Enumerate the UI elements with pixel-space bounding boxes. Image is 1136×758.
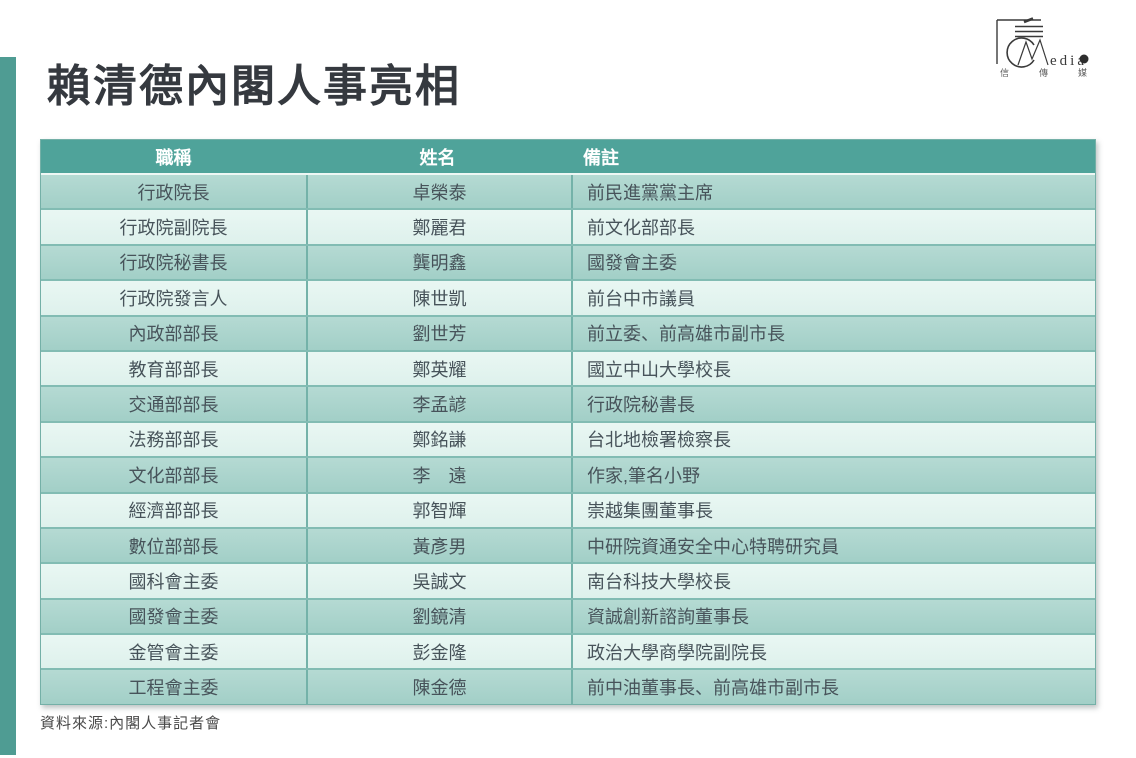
cmmedia-logo-icon: edia 信傳媒 [988,12,1120,78]
cell-name: 鄭麗君 [308,210,573,244]
cell-note: 中研院資通安全中心特聘研究員 [587,536,839,557]
table-row: 行政院發言人 陳世凱 前台中市議員 [41,279,1095,315]
cell-name: 郭智輝 [308,493,573,527]
cell-position: 教育部部長 [41,351,308,386]
cell-name: 鄭英耀 [308,351,573,386]
table-row: 經濟部部長 郭智輝 崇越集團董事長 [41,491,1095,527]
cell-note: 國發會主委 [587,253,677,274]
source-note: 資料來源:內閣人事記者會 [40,715,222,732]
logo-wordmark-text: edia [1050,53,1087,69]
column-header-name: 姓名 [419,147,456,168]
page-title: 賴清德內閣人事亮相 [47,62,461,111]
cell-note: 前立委、前高雄市副市長 [587,324,785,345]
cell-position: 經濟部部長 [41,493,308,527]
table-body: 行政院長 卓榮泰 前民進黨黨主席 行政院副院長 鄭麗君 前文化部部長 行政院秘書… [41,173,1095,704]
cell-name: 彭金隆 [308,635,573,669]
cell-position: 金管會主委 [41,635,308,669]
cell-position: 文化部部長 [41,458,308,492]
table-row: 金管會主委 彭金隆 政治大學商學院副院長 [41,633,1095,669]
table-row: 行政院秘書長 龔明鑫 國發會主委 [41,243,1095,280]
cell-name: 劉鏡清 [308,599,573,634]
cell-note: 前文化部部長 [587,218,695,239]
table-row: 內政部部長 劉世芳 前立委、前高雄市副市長 [41,314,1095,350]
cell-note: 作家,筆名小野 [587,465,701,486]
cell-name: 黃彥男 [308,528,573,563]
cell-note: 前中油董事長、前高雄市副市長 [587,678,839,699]
table-row: 交通部部長 李孟諺 行政院秘書長 [41,385,1095,421]
cell-note: 前台中市議員 [587,288,695,309]
cell-note: 資誠創新諮詢董事長 [587,607,749,628]
cell-position: 行政院長 [41,175,308,209]
cabinet-table: 職稱 姓名 備註 行政院長 卓榮泰 前民進黨黨主席 行政院副院長 鄭麗君 前文化… [40,139,1096,705]
table-row: 行政院長 卓榮泰 前民進黨黨主席 [41,173,1095,209]
left-accent-bar [0,57,16,755]
cell-name: 陳世凱 [308,281,573,315]
cell-name: 李孟諺 [308,387,573,421]
cell-note: 崇越集團董事長 [587,501,713,522]
table-row: 數位部部長 黃彥男 中研院資通安全中心特聘研究員 [41,526,1095,563]
column-header-note: 備註 [583,147,619,168]
cell-name: 李 遠 [308,458,573,492]
table-row: 國發會主委 劉鏡清 資誠創新諮詢董事長 [41,597,1095,634]
cell-note: 行政院秘書長 [587,395,695,416]
cell-position: 行政院發言人 [41,281,308,315]
cell-position: 法務部部長 [41,422,308,457]
cell-position: 內政部部長 [41,316,308,350]
table-row: 教育部部長 鄭英耀 國立中山大學校長 [41,349,1095,386]
cell-name: 龔明鑫 [308,245,573,280]
table-row: 國科會主委 吳誠文 南台科技大學校長 [41,562,1095,598]
cell-position: 交通部部長 [41,387,308,421]
cell-name: 劉世芳 [308,316,573,350]
cell-note: 國立中山大學校長 [587,359,731,380]
cell-name: 陳金德 [308,670,573,704]
cell-position: 數位部部長 [41,528,308,563]
cell-name: 吳誠文 [308,564,573,598]
table-header-row: 職稱 姓名 備註 [41,140,1095,173]
cell-note: 南台科技大學校長 [587,571,731,592]
cell-note: 台北地檢署檢察長 [587,430,731,451]
cell-position: 工程會主委 [41,670,308,704]
cell-position: 行政院副院長 [41,210,308,244]
cell-name: 鄭銘謙 [308,422,573,457]
table-row: 行政院副院長 鄭麗君 前文化部部長 [41,208,1095,244]
cell-note: 前民進黨黨主席 [587,182,713,203]
cell-position: 行政院秘書長 [41,245,308,280]
table-row: 工程會主委 陳金德 前中油董事長、前高雄市副市長 [41,668,1095,704]
table-row: 文化部部長 李 遠 作家,筆名小野 [41,456,1095,492]
logo-chinese-text: 信傳媒 [1000,67,1117,78]
cell-name: 卓榮泰 [308,175,573,209]
table-row: 法務部部長 鄭銘謙 台北地檢署檢察長 [41,420,1095,457]
cell-position: 國科會主委 [41,564,308,598]
cell-note: 政治大學商學院副院長 [587,642,767,663]
cell-position: 國發會主委 [41,599,308,634]
column-header-position: 職稱 [155,147,192,168]
